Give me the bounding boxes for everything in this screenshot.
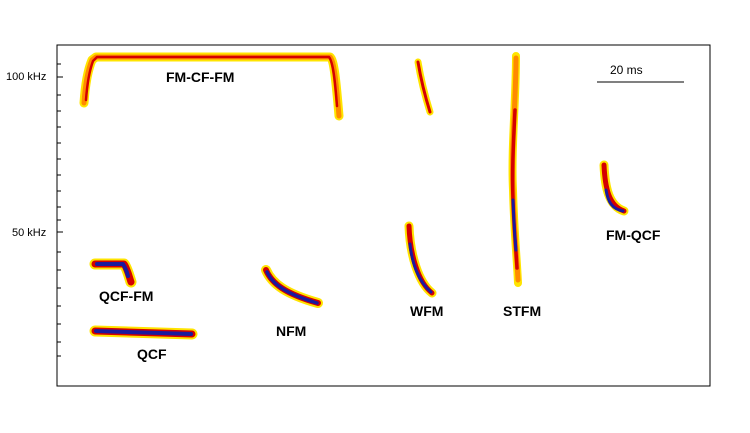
call-trace-fm-qcf (599, 160, 629, 216)
call-trace-wfm (404, 58, 437, 298)
call-label-fm-qcf: FM-QCF (606, 227, 661, 243)
call-trace-nfm (261, 265, 323, 308)
scale-bar: 20 ms (597, 63, 684, 83)
call-label-stfm: STFM (503, 303, 541, 319)
call-trace-stfm (508, 52, 522, 287)
call-label-qcf: QCF (137, 346, 167, 362)
call-trace-fm-cf-fm (79, 52, 344, 121)
call-label-wfm: WFM (410, 303, 443, 319)
call-label-qcf-fm: QCF-FM (99, 288, 153, 304)
y-tick-label-100khz: 100 kHz (6, 71, 46, 83)
y-tick-label-50khz: 50 kHz (12, 227, 46, 239)
call-trace-qcf-fm (89, 258, 137, 288)
call-label-fm-cf-fm: FM-CF-FM (166, 69, 234, 85)
call-trace-qcf (89, 325, 198, 340)
y-axis-ticks (57, 63, 63, 357)
scale-bar-label: 20 ms (610, 63, 643, 77)
call-label-nfm: NFM (276, 323, 306, 339)
